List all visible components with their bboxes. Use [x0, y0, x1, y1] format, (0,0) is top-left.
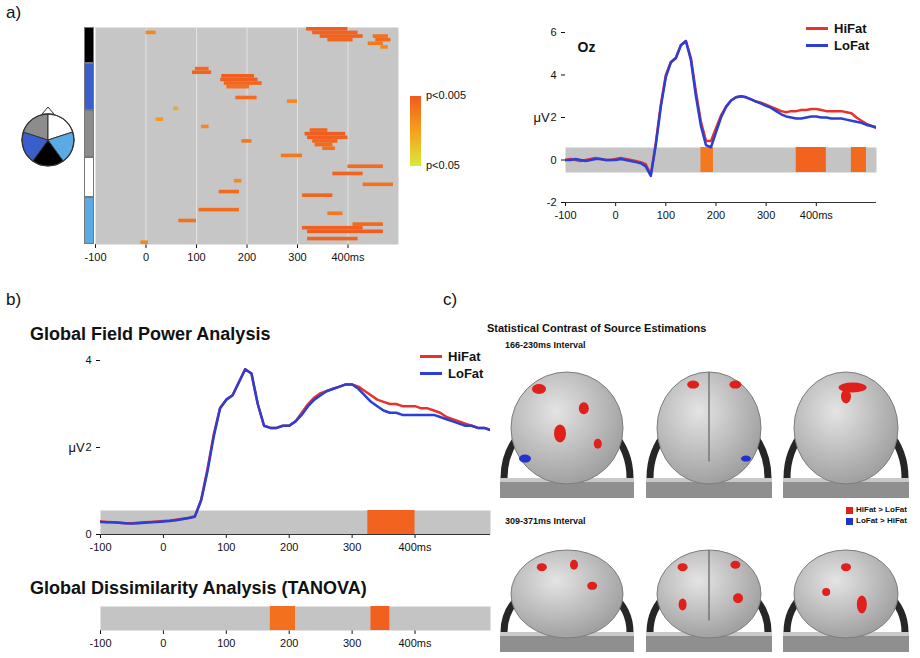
html-text:b): b)	[6, 290, 22, 309]
svg-text:-100: -100	[89, 541, 111, 553]
svg-text:200: 200	[238, 251, 256, 263]
svg-text:2: 2	[85, 441, 91, 453]
html-text:a): a)	[6, 3, 22, 22]
svg-text:400ms: 400ms	[399, 541, 433, 553]
svg-text:-100: -100	[84, 251, 106, 263]
html-text:p<0.05: p<0.05	[426, 159, 460, 171]
svg-text:6: 6	[550, 26, 556, 38]
svg-text:-100: -100	[89, 637, 111, 649]
svg-text:400ms: 400ms	[800, 209, 834, 221]
html-text:Statistical Contrast of Source: Statistical Contrast of Source Estimatio…	[487, 322, 707, 334]
svg-text:0: 0	[550, 154, 556, 166]
svg-text:200: 200	[280, 541, 298, 553]
svg-text:400ms: 400ms	[399, 637, 433, 649]
svg-text:0: 0	[160, 637, 166, 649]
svg-text:300: 300	[343, 541, 361, 553]
svg-text:100: 100	[657, 209, 675, 221]
html-text:166-230ms Interval: 166-230ms Interval	[505, 340, 586, 350]
svg-text:200: 200	[707, 209, 725, 221]
html-text:c): c)	[443, 290, 458, 309]
html-text:HiFat: HiFat	[448, 349, 481, 364]
svg-text:2: 2	[550, 111, 556, 123]
svg-text:100: 100	[217, 637, 235, 649]
html-text:Global Dissimilarity Analysis: Global Dissimilarity Analysis (TANOVA)	[30, 578, 367, 598]
svg-text:100: 100	[187, 251, 205, 263]
svg-text:300: 300	[288, 251, 306, 263]
svg-text:4: 4	[550, 69, 556, 81]
html-text:p<0.005: p<0.005	[426, 89, 467, 101]
svg-text:200: 200	[280, 637, 298, 649]
svg-text:0: 0	[143, 251, 149, 263]
svg-text:Oz: Oz	[578, 39, 596, 55]
svg-text:0: 0	[160, 541, 166, 553]
html-text:Global Field Power Analysis: Global Field Power Analysis	[30, 324, 271, 344]
html-text:HiFat: HiFat	[834, 21, 867, 36]
svg-text:300: 300	[757, 209, 775, 221]
html-text:HiFat > LoFat: HiFat > LoFat	[856, 505, 907, 514]
svg-text:-2: -2	[547, 196, 557, 208]
svg-text:0: 0	[613, 209, 619, 221]
svg-text:4: 4	[85, 354, 91, 366]
svg-text:0: 0	[85, 528, 91, 540]
svg-text:-100: -100	[554, 209, 576, 221]
html-text:LoFat: LoFat	[834, 38, 870, 53]
svg-text:400ms: 400ms	[331, 251, 365, 263]
svg-text:100: 100	[217, 541, 235, 553]
html-text:LoFat: LoFat	[448, 366, 484, 381]
svg-text:μV: μV	[69, 440, 85, 455]
svg-text:300: 300	[343, 637, 361, 649]
html-text:309-371ms Interval: 309-371ms Interval	[505, 516, 586, 526]
html-text:LoFat > HiFat: LoFat > HiFat	[856, 516, 907, 525]
svg-text:μV: μV	[534, 110, 550, 125]
